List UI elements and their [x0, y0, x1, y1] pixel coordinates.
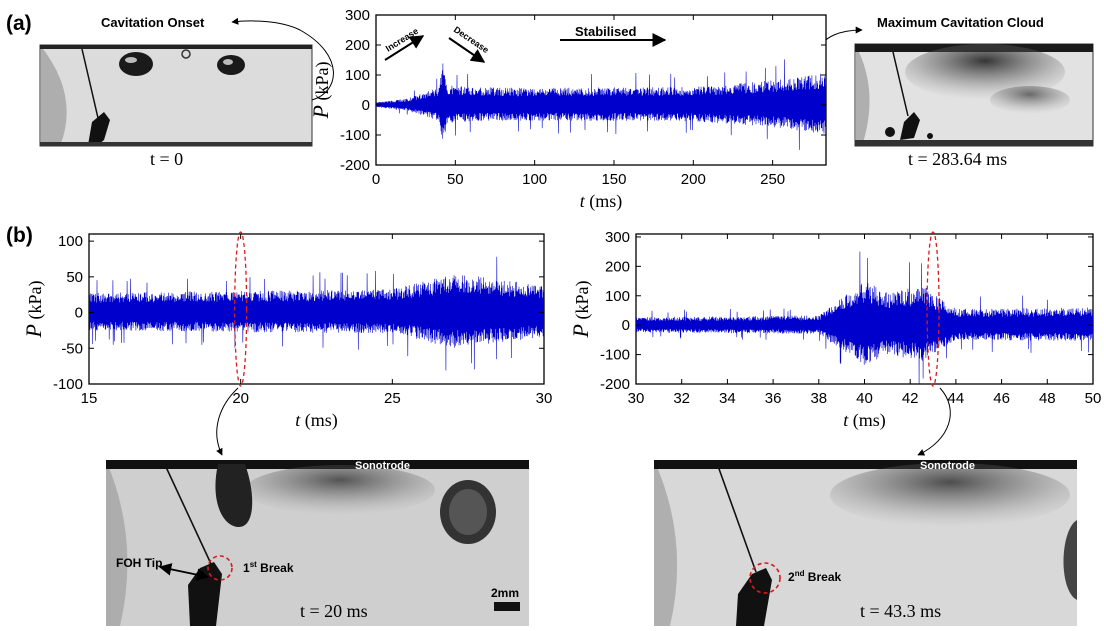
x-tick-label: 30: [536, 390, 553, 407]
onset-caption: Cavitation Onset: [101, 15, 205, 30]
x-tick-label: 15: [81, 390, 98, 407]
chart-a: 0 50 100 150 200 250 -200 -100 0 100 200 300 t (ms) P…: [308, 7, 827, 212]
y-tick-label: -200: [340, 157, 370, 174]
second-break-time: t = 43.3 ms: [860, 601, 941, 621]
first-break-time: t = 20 ms: [300, 601, 368, 621]
x-tick-label: 250: [760, 171, 785, 188]
x-tick-label: 36: [765, 390, 782, 407]
event-marker: [926, 231, 940, 387]
y-tick-label: 100: [605, 288, 630, 305]
first-break-label: 1st Break: [243, 560, 294, 575]
x-tick-label: 32: [673, 390, 690, 407]
sonotrode-label-left: Sonotrode: [355, 460, 410, 472]
x-tick-label: 38: [810, 390, 827, 407]
y-tick-label: -100: [53, 376, 83, 393]
scale-bar-label: 2mm: [491, 586, 519, 600]
panel-label-b: (b): [6, 224, 33, 247]
y-tick-label: 300: [605, 229, 630, 246]
y-axis-label: P (kPa): [308, 62, 333, 120]
chart-b2: 30 32 34 36 38 40 42 44 46 48 50 -200 -100 0 100 200 300…: [568, 229, 1101, 431]
y-tick-label: 100: [345, 67, 370, 84]
x-axis-label: t (ms): [843, 410, 886, 431]
max-cloud-photo: [854, 43, 1094, 147]
y-tick-label: 100: [58, 233, 83, 250]
event-marker: [234, 231, 248, 387]
y-axis-label: P (kPa): [21, 281, 46, 339]
max-cloud-caption: Maximum Cavitation Cloud: [877, 15, 1044, 30]
x-tick-label: 20: [232, 390, 249, 407]
pressure-series-line: [376, 59, 826, 150]
y-tick-label: -200: [600, 376, 630, 393]
y-tick-label: 0: [75, 305, 83, 322]
x-axis-label: t (ms): [295, 410, 338, 431]
x-tick-label: 46: [993, 390, 1010, 407]
y-tick-label: -100: [340, 127, 370, 144]
x-tick-label: 30: [628, 390, 645, 407]
pressure-series-line: [89, 256, 544, 371]
y-axis-label: P (kPa): [568, 281, 593, 339]
panel-label-a: (a): [6, 12, 32, 35]
stabilised-annotation: Stabilised: [575, 24, 636, 39]
sonotrode-label-right: Sonotrode: [920, 460, 975, 472]
y-tick-label: -50: [61, 340, 83, 357]
second-break-photo: [654, 460, 1077, 626]
x-tick-label: 50: [1085, 390, 1102, 407]
x-tick-label: 44: [948, 390, 965, 407]
x-tick-label: 34: [719, 390, 736, 407]
x-tick-label: 0: [372, 171, 380, 188]
y-tick-label: 200: [605, 258, 630, 275]
onset-time: t = 0: [150, 149, 183, 169]
foh-tip-label: FOH Tip: [116, 556, 162, 570]
y-tick-label: 200: [345, 37, 370, 54]
y-tick-label: 50: [66, 269, 83, 286]
x-axis-label: t (ms): [580, 191, 623, 212]
y-tick-label: 0: [362, 97, 370, 114]
onset-photo: [39, 44, 313, 147]
y-tick-label: 0: [622, 317, 630, 334]
x-tick-label: 200: [681, 171, 706, 188]
second-break-label: 2nd Break: [788, 569, 841, 584]
x-tick-label: 150: [601, 171, 626, 188]
x-tick-label: 100: [522, 171, 547, 188]
y-tick-label: -100: [600, 347, 630, 364]
x-tick-label: 25: [384, 390, 401, 407]
first-break-photo: [106, 460, 529, 626]
max-cloud-time: t = 283.64 ms: [908, 149, 1007, 169]
x-tick-label: 42: [902, 390, 919, 407]
y-tick-label: 300: [345, 7, 370, 24]
chart-b1: 15 20 25 30 -100 -50 0 50 100 t (ms) P (kPa): [21, 231, 553, 431]
x-tick-label: 40: [856, 390, 873, 407]
x-tick-label: 48: [1039, 390, 1056, 407]
x-tick-label: 50: [447, 171, 464, 188]
pressure-series-line: [636, 251, 1093, 384]
